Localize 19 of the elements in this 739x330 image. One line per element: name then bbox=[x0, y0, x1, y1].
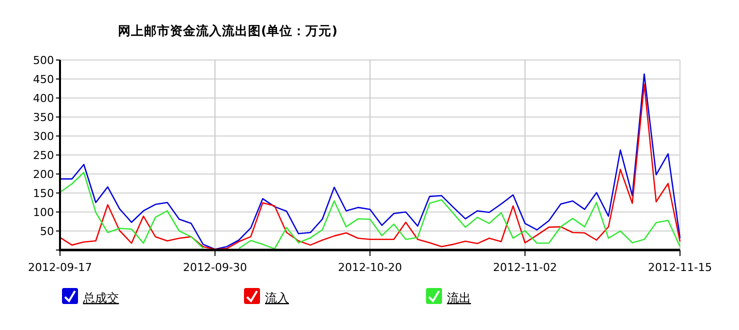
x-tick-label: 2012-11-02 bbox=[493, 261, 557, 274]
chart-title: 网上邮市资金流入流出图(单位：万元) bbox=[118, 23, 338, 38]
y-tick-label: 500 bbox=[33, 54, 54, 67]
y-tick-label: 200 bbox=[33, 168, 54, 181]
y-tick-label: 100 bbox=[33, 206, 54, 219]
legend-label: 流出 bbox=[447, 291, 471, 305]
y-tick-label: 150 bbox=[33, 187, 54, 200]
y-tick-label: 300 bbox=[33, 130, 54, 143]
x-tick-label: 2012-09-30 bbox=[183, 261, 247, 274]
y-tick-label: 450 bbox=[33, 73, 54, 86]
legend-label: 流入 bbox=[265, 291, 289, 305]
x-tick-label: 2012-10-20 bbox=[338, 261, 402, 274]
x-tick-label: 2012-09-17 bbox=[28, 261, 92, 274]
y-tick-label: 350 bbox=[33, 111, 54, 124]
y-tick-label: 250 bbox=[33, 149, 54, 162]
y-tick-label: 400 bbox=[33, 92, 54, 105]
x-tick-label: 2012-11-15 bbox=[648, 261, 712, 274]
y-tick-label: 50 bbox=[40, 225, 54, 238]
legend-label: 总成交 bbox=[82, 291, 119, 305]
